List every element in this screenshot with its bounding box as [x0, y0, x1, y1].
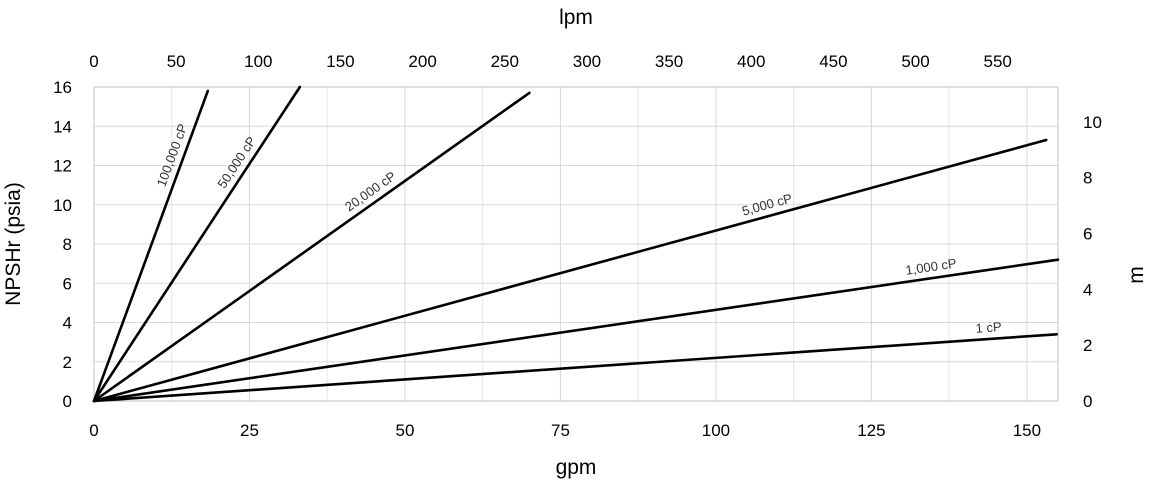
series-label: 5,000 cP	[740, 191, 793, 219]
x2-tick-label: 550	[984, 52, 1012, 71]
x-tick-label: 125	[857, 421, 885, 440]
series-line	[92, 91, 531, 403]
x2-tick-label: 350	[655, 52, 683, 71]
series-label: 1,000 cP	[905, 256, 958, 278]
x2-tick-label: 200	[408, 52, 436, 71]
x2-tick-label: 450	[819, 52, 847, 71]
x2-tick-label: 50	[167, 52, 186, 71]
x2-tick-label: 100	[244, 52, 272, 71]
series-lines	[92, 85, 1060, 403]
x-tick-label: 150	[1013, 421, 1041, 440]
x2-tick-label: 500	[901, 52, 929, 71]
y2-tick-label: 2	[1083, 336, 1092, 355]
y-tick-label: 14	[53, 117, 72, 136]
gridlines	[93, 86, 1058, 402]
series-line	[92, 138, 1048, 403]
y-tick-label: 4	[63, 314, 72, 333]
series-line	[92, 332, 1059, 403]
y-tick-label: 16	[53, 78, 72, 97]
y-tick-label: 10	[53, 196, 72, 215]
x-tick-label: 0	[89, 421, 98, 440]
y-axis-title: NPSHr (psia)	[2, 182, 25, 306]
plot-frame	[93, 86, 1059, 402]
y-tick-label: 6	[63, 274, 72, 293]
x2-tick-label: 400	[737, 52, 765, 71]
x-tick-label: 75	[551, 421, 570, 440]
y2-tick-label: 8	[1083, 169, 1092, 188]
x2-axis-title: lpm	[559, 6, 593, 29]
x2-tick-label: 0	[89, 52, 98, 71]
series-line	[92, 258, 1060, 403]
y-tick-label: 0	[63, 392, 72, 411]
x2-tick-label: 300	[573, 52, 601, 71]
y2-tick-label: 0	[1083, 392, 1092, 411]
y2-tick-label: 4	[1083, 280, 1092, 299]
series-line	[92, 89, 210, 403]
x-tick-label: 50	[396, 421, 415, 440]
y-tick-label: 8	[63, 235, 72, 254]
y-tick-label: 12	[53, 157, 72, 176]
y2-tick-label: 10	[1083, 113, 1102, 132]
x2-tick-label: 150	[326, 52, 354, 71]
y2-axis-title: m	[1125, 266, 1148, 284]
series-label: 1 cP	[975, 319, 1002, 336]
y-tick-label: 2	[63, 353, 72, 372]
x-tick-label: 25	[240, 421, 259, 440]
x2-tick-label: 250	[491, 52, 519, 71]
x-axis-title: gpm	[556, 456, 597, 479]
series-line	[92, 85, 302, 403]
y2-tick-label: 6	[1083, 225, 1092, 244]
x-tick-label: 100	[702, 421, 730, 440]
